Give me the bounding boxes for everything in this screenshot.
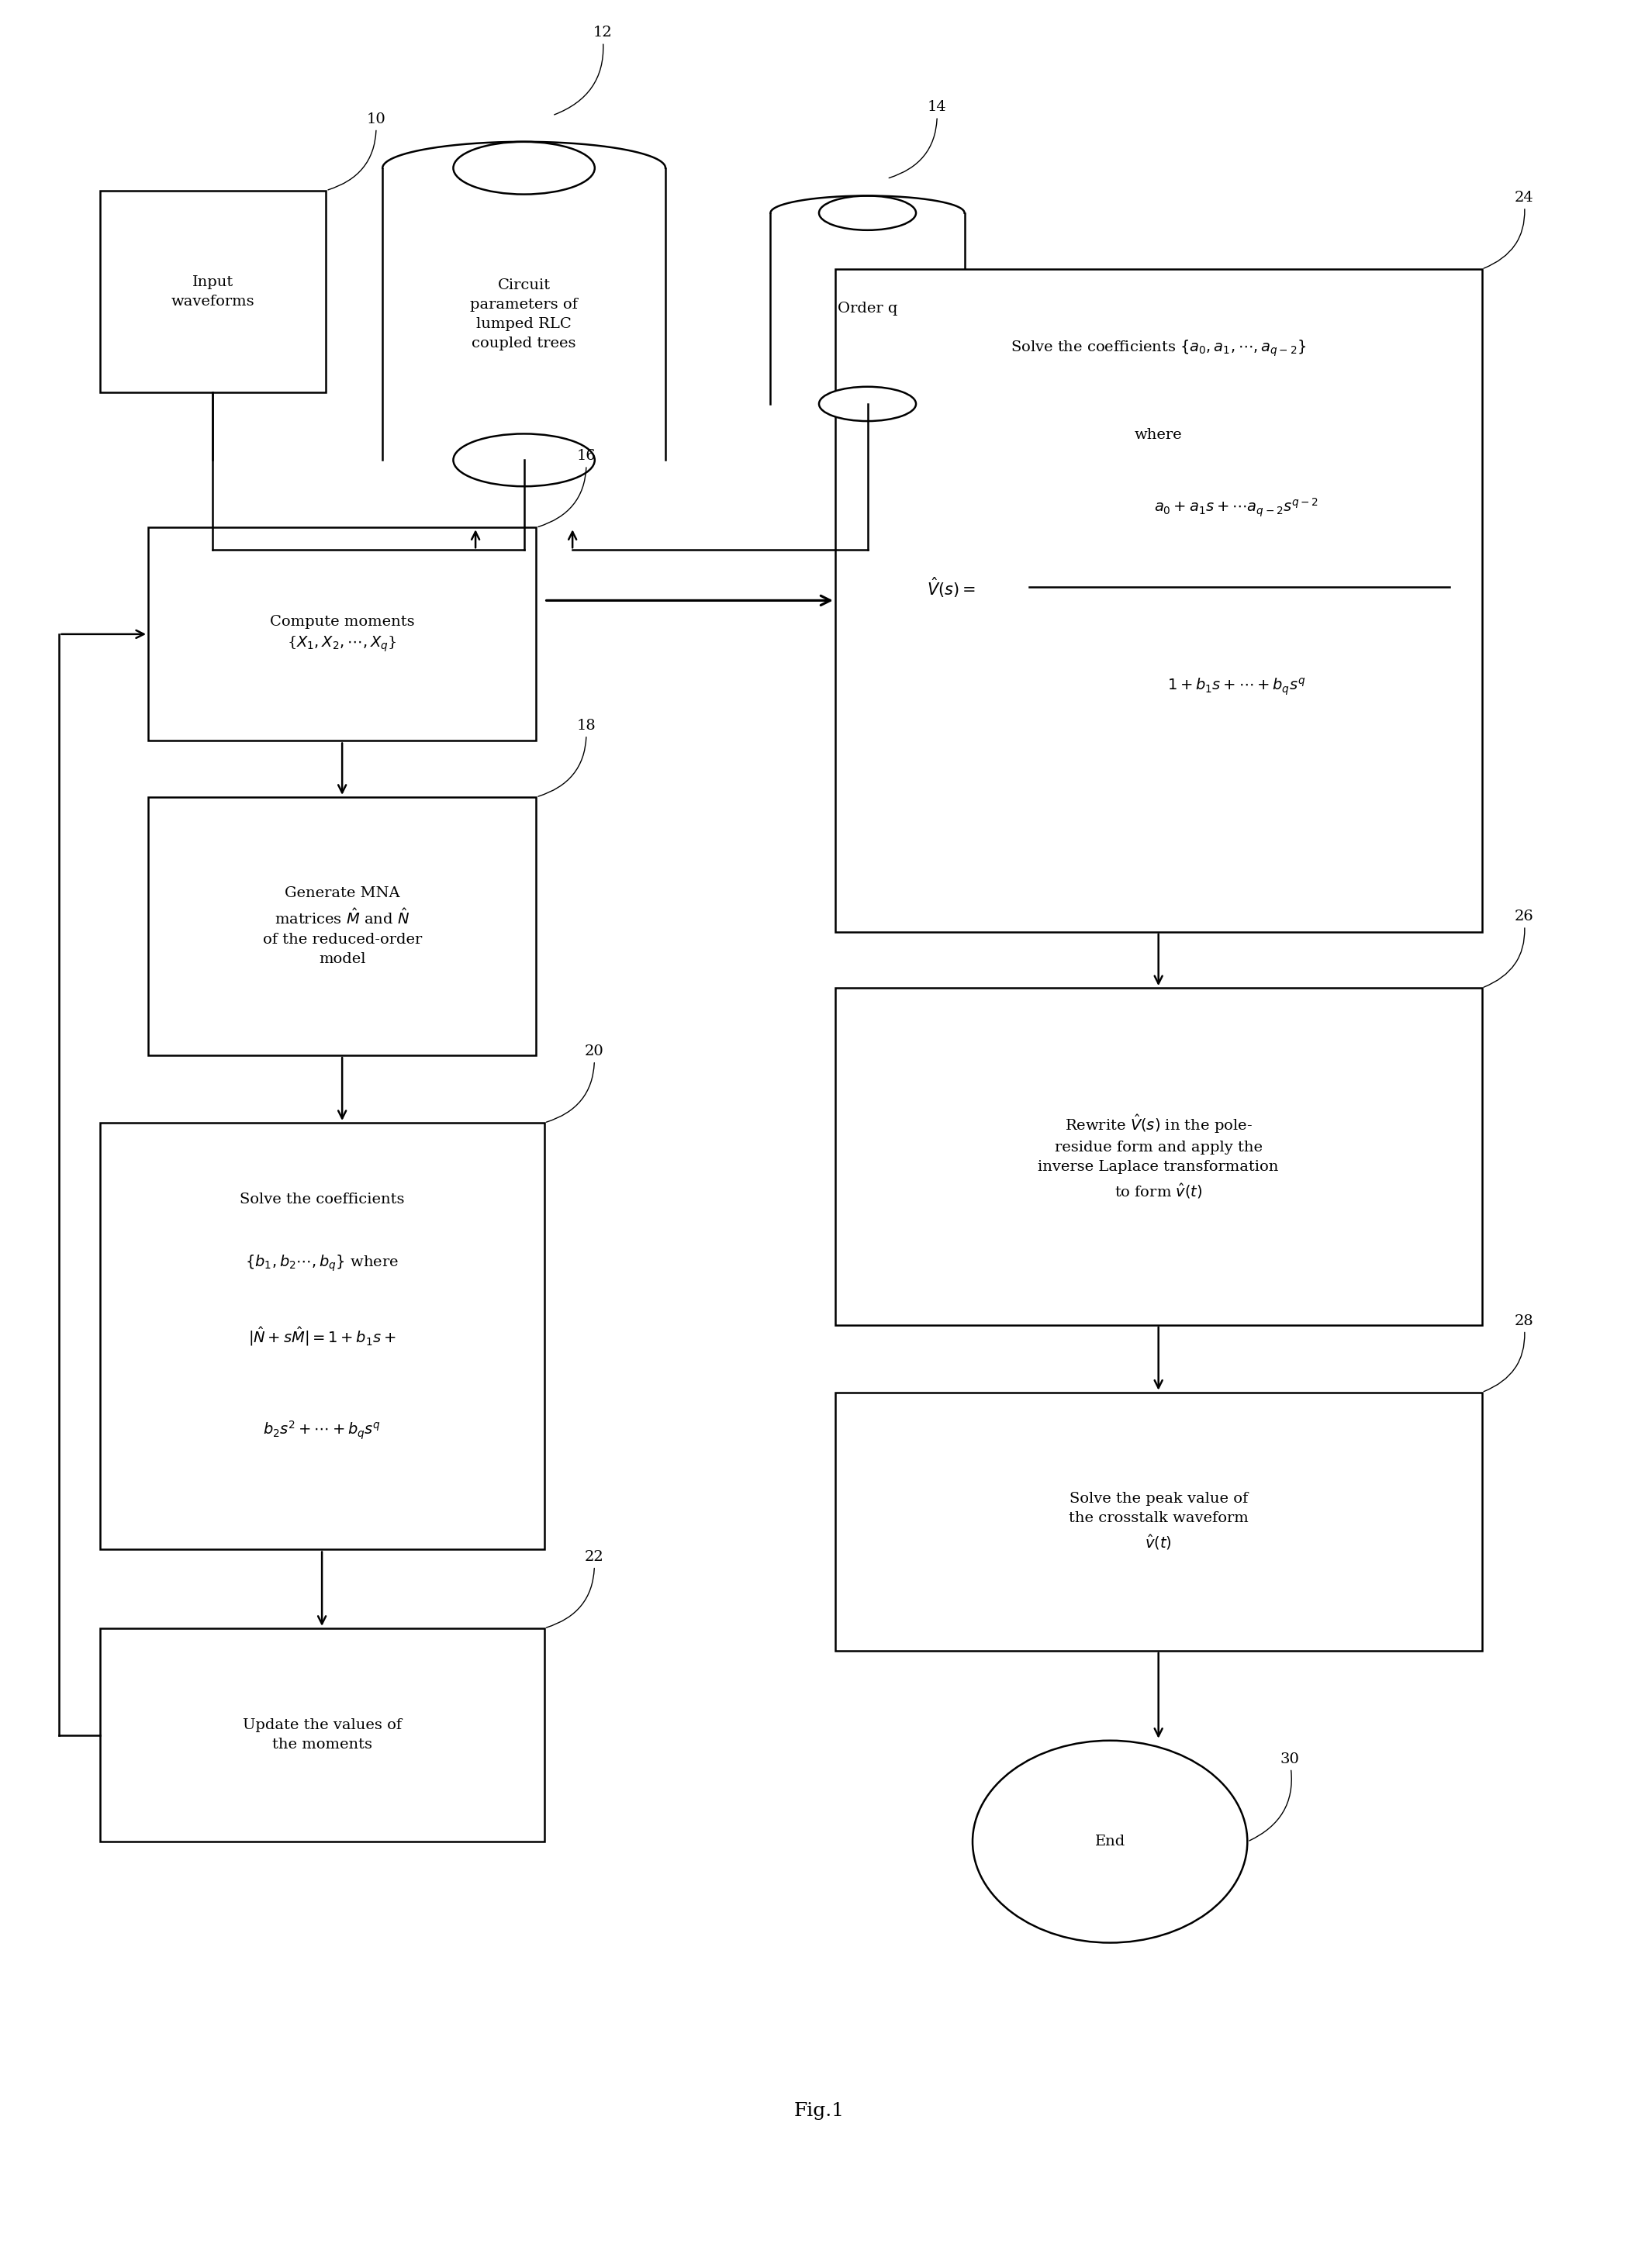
Ellipse shape	[454, 141, 595, 195]
Text: $\hat{V}(s)=$: $\hat{V}(s)=$	[927, 576, 976, 599]
Text: 10: 10	[328, 111, 385, 191]
Bar	[770, 191, 965, 213]
Text: 28: 28	[1484, 1313, 1533, 1393]
Text: Order q: Order q	[837, 302, 898, 315]
Text: 12: 12	[554, 25, 613, 116]
Bar	[835, 1393, 1482, 1651]
Bar	[147, 528, 536, 742]
Text: Compute moments
{$X_1,X_2,\cdots,X_q$}: Compute moments {$X_1,X_2,\cdots,X_q$}	[270, 615, 414, 653]
Text: 18: 18	[539, 719, 596, 796]
Text: $|\hat{N}+s\hat{M}|=1+b_1s+$: $|\hat{N}+s\hat{M}|=1+b_1s+$	[247, 1325, 396, 1347]
Text: $1+b_1s+\cdots+b_qs^q$: $1+b_1s+\cdots+b_qs^q$	[1166, 676, 1305, 696]
Text: Solve the peak value of
the crosstalk waveform
$\hat{v}(t)$: Solve the peak value of the crosstalk wa…	[1068, 1492, 1248, 1551]
Bar	[147, 796, 536, 1055]
Ellipse shape	[973, 1740, 1248, 1944]
Ellipse shape	[819, 388, 916, 422]
Bar	[100, 1123, 544, 1549]
Text: Fig.1: Fig.1	[794, 2102, 844, 2121]
Text: 26: 26	[1484, 909, 1533, 987]
Text: $\{b_1,b_2\cdots,b_q\}$ where: $\{b_1,b_2\cdots,b_q\}$ where	[246, 1254, 398, 1275]
Bar	[835, 270, 1482, 932]
Ellipse shape	[819, 195, 916, 229]
Text: Circuit
parameters of
lumped RLC
coupled trees: Circuit parameters of lumped RLC coupled…	[470, 279, 578, 349]
Text: $b_2s^2+\cdots+b_qs^q$: $b_2s^2+\cdots+b_qs^q$	[264, 1420, 382, 1440]
Ellipse shape	[454, 433, 595, 485]
Text: 22: 22	[545, 1549, 604, 1628]
Text: Solve the coefficients: Solve the coefficients	[239, 1193, 405, 1207]
Text: Generate MNA
matrices $\hat{M}$ and $\hat{N}$
of the reduced-order
model: Generate MNA matrices $\hat{M}$ and $\ha…	[262, 887, 421, 966]
Text: Input
waveforms: Input waveforms	[170, 274, 254, 308]
Text: 20: 20	[545, 1046, 604, 1123]
Bar	[383, 138, 665, 168]
Text: 30: 30	[1250, 1753, 1299, 1842]
Bar	[100, 191, 326, 392]
Text: Solve the coefficients $\{a_0,a_1,\cdots,a_{q-2}\}$: Solve the coefficients $\{a_0,a_1,\cdots…	[1011, 338, 1305, 358]
Text: $a_0+a_1s+\cdots a_{q-2}s^{q-2}$: $a_0+a_1s+\cdots a_{q-2}s^{q-2}$	[1153, 497, 1319, 519]
Text: 16: 16	[539, 449, 596, 526]
Text: 14: 14	[889, 100, 947, 177]
Text: End: End	[1094, 1835, 1125, 1848]
Text: 24: 24	[1484, 191, 1533, 268]
Text: Update the values of
the moments: Update the values of the moments	[242, 1719, 401, 1751]
Text: where: where	[1135, 429, 1183, 442]
Text: Rewrite $\hat{V}(s)$ in the pole-
residue form and apply the
inverse Laplace tra: Rewrite $\hat{V}(s)$ in the pole- residu…	[1038, 1114, 1279, 1200]
Bar	[100, 1628, 544, 1842]
Bar	[835, 989, 1482, 1325]
